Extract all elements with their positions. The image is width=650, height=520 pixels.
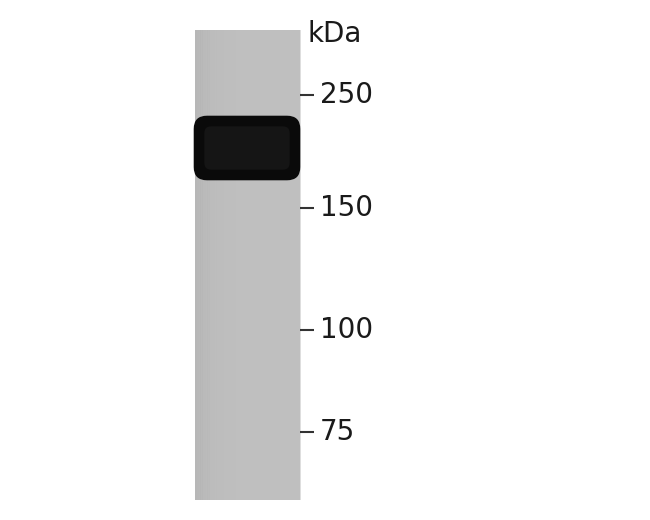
- Bar: [278, 30, 280, 500]
- Text: kDa: kDa: [308, 20, 363, 48]
- Bar: [266, 30, 269, 500]
- Bar: [195, 30, 197, 500]
- Bar: [221, 30, 224, 500]
- Bar: [263, 30, 265, 500]
- Bar: [244, 30, 246, 500]
- Bar: [197, 30, 199, 500]
- Bar: [214, 30, 216, 500]
- Bar: [218, 30, 220, 500]
- Bar: [284, 30, 287, 500]
- Bar: [293, 30, 295, 500]
- Bar: [272, 30, 274, 500]
- Bar: [270, 30, 272, 500]
- Bar: [198, 30, 201, 500]
- Bar: [281, 30, 283, 500]
- Bar: [296, 30, 299, 500]
- Bar: [279, 30, 281, 500]
- Text: 250: 250: [320, 81, 373, 109]
- Bar: [253, 30, 255, 500]
- FancyBboxPatch shape: [204, 126, 290, 170]
- Bar: [258, 30, 260, 500]
- Bar: [216, 30, 218, 500]
- Bar: [251, 30, 254, 500]
- Bar: [256, 30, 259, 500]
- Bar: [268, 30, 271, 500]
- Bar: [233, 30, 236, 500]
- Bar: [228, 30, 231, 500]
- Bar: [294, 30, 297, 500]
- Bar: [207, 30, 209, 500]
- Bar: [235, 30, 237, 500]
- Bar: [260, 30, 262, 500]
- Bar: [203, 30, 206, 500]
- Bar: [240, 30, 242, 500]
- Bar: [248, 30, 250, 500]
- Text: 75: 75: [320, 418, 356, 446]
- Bar: [246, 30, 248, 500]
- Bar: [232, 30, 234, 500]
- Bar: [242, 30, 244, 500]
- Bar: [211, 30, 213, 500]
- Bar: [289, 30, 292, 500]
- Bar: [261, 30, 264, 500]
- Bar: [209, 30, 211, 500]
- Bar: [225, 30, 227, 500]
- Bar: [195, 30, 300, 500]
- Bar: [288, 30, 290, 500]
- Bar: [239, 30, 241, 500]
- Bar: [249, 30, 252, 500]
- Bar: [286, 30, 288, 500]
- Bar: [205, 30, 208, 500]
- Bar: [213, 30, 214, 500]
- Text: 100: 100: [320, 316, 373, 344]
- Bar: [283, 30, 285, 500]
- Bar: [276, 30, 278, 500]
- Bar: [226, 30, 229, 500]
- Bar: [298, 30, 300, 500]
- Bar: [202, 30, 204, 500]
- Bar: [200, 30, 203, 500]
- Bar: [237, 30, 239, 500]
- Bar: [220, 30, 222, 500]
- Bar: [265, 30, 267, 500]
- Bar: [223, 30, 226, 500]
- Bar: [291, 30, 294, 500]
- Bar: [255, 30, 257, 500]
- Bar: [230, 30, 232, 500]
- FancyBboxPatch shape: [194, 115, 300, 180]
- Bar: [274, 30, 276, 500]
- Text: 150: 150: [320, 194, 373, 222]
